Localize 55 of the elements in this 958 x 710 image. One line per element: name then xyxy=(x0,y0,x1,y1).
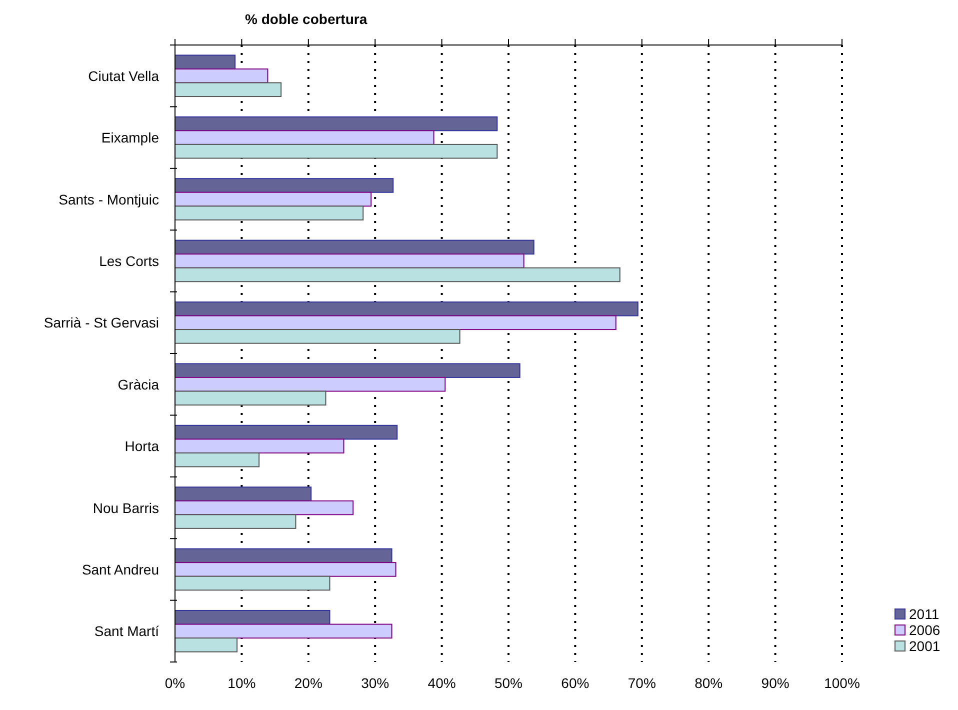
bar xyxy=(174,116,498,132)
legend-label: 2011 xyxy=(909,606,940,622)
y-tick-label: Sants - Montjuic xyxy=(58,191,159,208)
bar xyxy=(174,610,330,625)
bar xyxy=(174,576,330,591)
bar xyxy=(174,562,396,577)
y-tick-label: Nou Barris xyxy=(92,500,159,516)
y-tick-label: Sant Martí xyxy=(94,623,160,640)
bar xyxy=(174,438,344,454)
y-tick-label: Ciutat Vella xyxy=(88,68,160,84)
bar xyxy=(174,514,296,529)
bar xyxy=(174,624,392,639)
x-tick-label: 20% xyxy=(294,675,322,691)
x-tick-label: 80% xyxy=(694,675,723,691)
bar xyxy=(174,54,236,70)
y-tick-label: Horta xyxy=(124,438,160,454)
bar xyxy=(174,548,392,564)
chart-title: % doble cobertura xyxy=(245,11,368,27)
x-tick-label: 60% xyxy=(561,675,590,691)
bar xyxy=(174,638,238,652)
legend-label: 2001 xyxy=(909,638,940,654)
bar xyxy=(174,178,394,193)
bar xyxy=(174,144,498,159)
x-tick-label: 100% xyxy=(824,675,860,691)
x-tick-label: 30% xyxy=(361,675,390,691)
bar xyxy=(174,390,326,406)
bar xyxy=(174,192,372,207)
y-tick-label: Sarrià - St Gervasi xyxy=(44,314,159,331)
bar xyxy=(174,315,616,330)
bar xyxy=(174,452,260,468)
bar xyxy=(174,254,524,268)
y-tick-label: Sant Andreu xyxy=(82,561,159,578)
y-tick-label: Eixample xyxy=(101,130,160,146)
bar xyxy=(174,329,460,344)
bar xyxy=(174,82,282,98)
x-tick-label: 70% xyxy=(628,675,656,691)
bar xyxy=(174,240,534,255)
bar xyxy=(174,500,354,516)
x-tick-label: 50% xyxy=(494,675,523,691)
x-tick-label: 40% xyxy=(428,675,456,691)
bar xyxy=(174,424,398,440)
x-tick-label: 10% xyxy=(228,675,256,691)
bar xyxy=(174,130,434,145)
bar xyxy=(174,267,620,282)
x-tick-label: 0% xyxy=(164,675,186,691)
bar xyxy=(174,68,268,84)
bar xyxy=(174,486,312,502)
bar xyxy=(174,301,638,316)
bar xyxy=(174,376,446,392)
y-tick-label: Les Corts xyxy=(99,252,159,269)
y-tick-label: Gràcia xyxy=(118,376,160,392)
bar xyxy=(174,206,364,220)
legend-label: 2006 xyxy=(909,622,940,638)
bar xyxy=(174,363,520,378)
x-tick-label: 90% xyxy=(761,675,790,691)
